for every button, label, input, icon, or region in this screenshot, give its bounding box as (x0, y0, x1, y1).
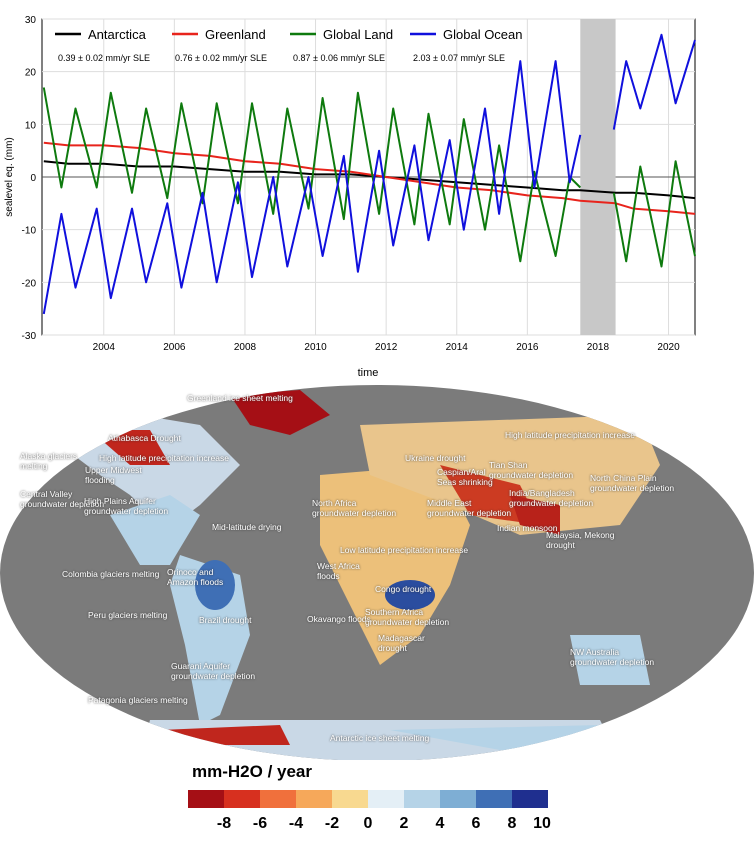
series-line-global-ocean (42, 33, 696, 315)
map-annotation: Madagascar drought (378, 633, 425, 653)
colorbar-segment (440, 790, 476, 808)
world-map (0, 385, 754, 761)
x-tick-label: 2012 (375, 342, 398, 353)
series-line-greenland (43, 141, 696, 215)
map-annotation: Peru glaciers melting (88, 610, 168, 620)
map-annotation: Greenland ice sheet melting (187, 393, 293, 403)
colorbar-segment (476, 790, 512, 808)
legend-rate: 0.76 ± 0.02 mm/yr SLE (175, 53, 267, 63)
legend-label: Antarctica (88, 27, 147, 42)
y-axis-label: sealevel eq. (mm) (4, 137, 15, 216)
x-tick-label: 2006 (163, 342, 186, 353)
colorbar-segment (332, 790, 368, 808)
y-tick-label: 0 (30, 173, 36, 184)
colorbar-tick-label: -8 (216, 815, 232, 832)
x-tick-label: 2020 (657, 342, 680, 353)
colorbar-tick-label: 4 (435, 815, 445, 832)
colorbar-title: mm-H2O / year (192, 762, 312, 781)
y-tick-label: 30 (25, 15, 37, 26)
legend-label: Greenland (205, 27, 266, 42)
series-line-global-land (42, 87, 696, 268)
colorbar-tick-label: 2 (399, 815, 409, 832)
colorbar-tick-label: -6 (252, 815, 268, 832)
x-tick-label: 2018 (587, 342, 610, 353)
colorbar-segment (260, 790, 296, 808)
map-annotation: High latitude precipitation increase (99, 453, 229, 463)
map-annotation: Okavango floods (307, 614, 371, 624)
legend-label: Global Land (323, 27, 393, 42)
colorbar-segment (224, 790, 260, 808)
x-axis-label: time (358, 367, 379, 379)
map-annotation: North China Plain groundwater depletion (590, 473, 675, 493)
x-tick-label: 2008 (234, 342, 257, 353)
map-annotation: West Africa floods (317, 561, 360, 581)
colorbar-segment (368, 790, 404, 808)
map-annotation: Mid-latitude drying (212, 522, 282, 532)
y-tick-label: -20 (22, 278, 37, 289)
map-annotation: Patagonia glaciers melting (88, 695, 188, 705)
map-annotation: NW Australia groundwater depletion (570, 647, 655, 667)
colorbar-tick-label: 6 (471, 815, 481, 832)
map-annotation: Guarani Aquifer groundwater depletion (171, 661, 256, 681)
colorbar-segment (296, 790, 332, 808)
map-annotation: Alaska glaciers melting (20, 451, 78, 471)
colorbar-tick-label: 8 (507, 815, 517, 832)
map-annotation: Upper Midwest flooding (85, 465, 142, 485)
map-annotation: Tian Shan groundwater depletion (489, 460, 574, 480)
x-tick-label: 2004 (93, 342, 116, 353)
colorbar-segment (188, 790, 224, 808)
water-storage-trend-map: Greenland ice sheet melting Athabasca Dro… (0, 385, 754, 761)
colorbar-tick-label: 10 (533, 815, 551, 832)
map-annotation: High Plains Aquifer groundwater depletio… (84, 496, 169, 516)
y-tick-label: -10 (22, 226, 37, 237)
legend-label: Global Ocean (443, 27, 523, 42)
legend-rate: 0.39 ± 0.02 mm/yr SLE (58, 53, 150, 63)
colorbar-segment (512, 790, 548, 808)
map-annotation: Colombia glaciers melting (62, 569, 160, 579)
colorbar (188, 790, 548, 808)
sea-level-chart: 2004 2006 2008 2010 2012 2014 2016 2018 2020-30-… (4, 15, 696, 379)
x-tick-label: 2014 (446, 342, 469, 353)
map-annotation: Indian monsoon (497, 523, 558, 533)
map-annotation: India/Bangladesh groundwater depletion (509, 488, 594, 508)
colorbar-segment (404, 790, 440, 808)
map-annotation: Congo drought (375, 584, 432, 594)
y-tick-label: 10 (25, 120, 37, 131)
colorbar-tick-label: -4 (288, 815, 304, 832)
map-annotation: Orinoco and Amazon floods (167, 567, 224, 587)
map-annotation: Caspian/Aral Seas shrinking (437, 467, 493, 487)
x-tick-label: 2010 (304, 342, 327, 353)
y-tick-label: -30 (22, 331, 37, 342)
map-annotation: Malaysia, Mekong drought (546, 530, 615, 550)
map-annotation: Southern Africa groundwater depletion (365, 607, 450, 627)
map-annotation: Central Valley groundwater depletion (20, 489, 105, 509)
map-annotation: Ukraine drought (405, 453, 466, 463)
map-annotation: Middle East groundwater depletion (427, 498, 512, 518)
y-tick-label: 20 (25, 68, 37, 79)
x-tick-label: 2016 (516, 342, 539, 353)
colorbar-tick-label: 0 (363, 815, 373, 832)
legend-rate: 0.87 ± 0.06 mm/yr SLE (293, 53, 385, 63)
legend-rate: 2.03 ± 0.07 mm/yr SLE (413, 53, 505, 63)
map-annotation: North Africa groundwater depletion (312, 498, 397, 518)
colorbar-tick-label: -2 (324, 815, 340, 832)
map-annotation: Brazil drought (199, 615, 252, 625)
map-annotation: High latitude precipitation increase (505, 430, 635, 440)
map-annotation: Antarctic ice sheet melting (330, 733, 430, 743)
data-gap-band (580, 19, 616, 335)
map-annotation: Athabasca Drought (108, 433, 181, 443)
map-annotation: Low latitude precipitation increase (340, 545, 469, 555)
